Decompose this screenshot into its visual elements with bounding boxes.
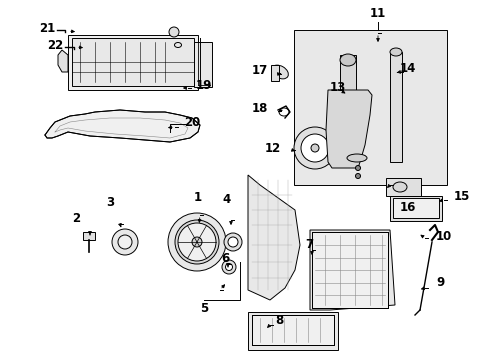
Ellipse shape: [339, 54, 355, 66]
Text: 15: 15: [453, 189, 469, 202]
Bar: [83, 232, 95, 240]
Bar: [339, 55, 355, 150]
Bar: [311, 232, 387, 308]
Bar: [194, 42, 212, 87]
Text: 7: 7: [305, 238, 312, 251]
Ellipse shape: [293, 127, 335, 169]
Text: 21: 21: [39, 22, 55, 35]
Bar: [389, 196, 441, 221]
Ellipse shape: [389, 48, 401, 56]
Text: 2: 2: [72, 212, 80, 225]
Text: 18: 18: [251, 102, 267, 114]
Text: 10: 10: [435, 230, 451, 243]
Text: 4: 4: [223, 193, 231, 206]
Ellipse shape: [224, 233, 242, 251]
Bar: [389, 52, 401, 162]
Ellipse shape: [175, 220, 219, 264]
Ellipse shape: [346, 154, 366, 162]
Text: 22: 22: [47, 39, 63, 51]
Bar: [247, 312, 337, 350]
Text: 16: 16: [399, 201, 415, 213]
Bar: [72, 38, 194, 86]
Text: 17: 17: [251, 63, 267, 77]
Ellipse shape: [271, 65, 288, 79]
Text: 20: 20: [183, 116, 200, 129]
Text: 13: 13: [329, 81, 346, 94]
Text: 3: 3: [106, 196, 114, 209]
Bar: [392, 198, 438, 218]
Bar: [251, 315, 333, 345]
Text: 6: 6: [221, 252, 229, 265]
Ellipse shape: [192, 237, 202, 247]
Ellipse shape: [355, 166, 360, 171]
Polygon shape: [325, 90, 371, 168]
Ellipse shape: [301, 134, 328, 162]
Polygon shape: [45, 110, 200, 142]
Ellipse shape: [392, 182, 406, 192]
Text: 9: 9: [435, 276, 443, 289]
Polygon shape: [309, 230, 394, 310]
Ellipse shape: [118, 235, 132, 249]
Ellipse shape: [178, 223, 216, 261]
Bar: [68, 35, 198, 90]
Polygon shape: [247, 175, 299, 300]
Polygon shape: [58, 50, 68, 72]
Text: 8: 8: [274, 314, 283, 327]
Ellipse shape: [168, 213, 225, 271]
Text: 5: 5: [200, 302, 208, 315]
Ellipse shape: [227, 237, 238, 247]
Text: 14: 14: [399, 62, 415, 75]
Text: 11: 11: [369, 7, 386, 20]
Ellipse shape: [225, 264, 232, 270]
Ellipse shape: [355, 174, 360, 179]
Bar: [270, 65, 279, 81]
Ellipse shape: [310, 144, 318, 152]
Bar: [293, 30, 446, 185]
Text: 12: 12: [264, 141, 281, 154]
Ellipse shape: [340, 141, 354, 149]
Bar: [385, 178, 420, 196]
Text: 1: 1: [194, 191, 202, 204]
Ellipse shape: [112, 229, 138, 255]
Text: 19: 19: [196, 78, 212, 91]
Ellipse shape: [169, 27, 179, 37]
Ellipse shape: [222, 260, 236, 274]
Ellipse shape: [174, 42, 181, 48]
